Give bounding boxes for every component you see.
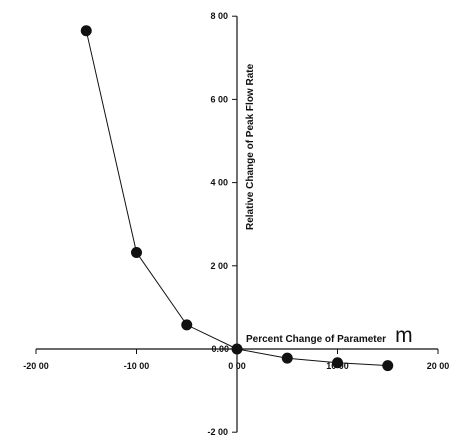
- data-point: [231, 343, 243, 355]
- y-tick-label: 8 00: [210, 11, 228, 21]
- y-tick-label: 6 00: [210, 94, 228, 104]
- data-point: [332, 357, 343, 369]
- x-axis-label: Percent Change of Parameter: [246, 334, 386, 345]
- x-tick-label: -10 00: [124, 361, 150, 371]
- x-tick-label: -20 00: [23, 361, 49, 371]
- data-points: [80, 25, 394, 372]
- y-axis-label: Relative Change of Peak Flow Rate: [245, 63, 256, 230]
- x-axis-label-group: Percent Change of Parameter m: [246, 324, 413, 347]
- data-point: [80, 25, 92, 37]
- y-tick-label-zero: 0.00: [211, 344, 229, 354]
- y-tick-label: 2 00: [210, 261, 228, 271]
- data-point: [382, 360, 394, 372]
- y-tick-label: 4 00: [210, 178, 228, 188]
- x-tick-label: 20 00: [427, 361, 450, 371]
- x-tick-label: 0 00: [228, 361, 246, 371]
- data-point: [281, 352, 293, 364]
- x-axis-parameter-label: m: [395, 324, 413, 347]
- data-point: [181, 319, 193, 331]
- data-point: [131, 246, 142, 258]
- y-tick-label: -2 00: [207, 427, 228, 437]
- y-ticks: -2 00 2 00 4 00 6 00 8 00: [207, 11, 237, 437]
